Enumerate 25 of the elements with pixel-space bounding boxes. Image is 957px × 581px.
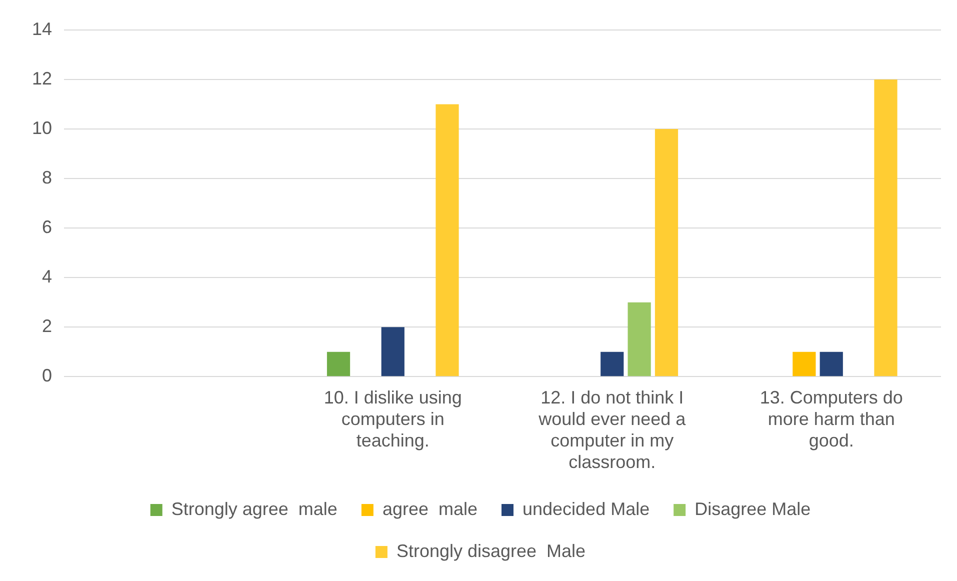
bar bbox=[792, 352, 816, 376]
bar bbox=[628, 302, 651, 376]
x-tick-label: 13. Computers do more harm than good. bbox=[760, 387, 903, 451]
y-tick-label: 10 bbox=[32, 118, 52, 138]
y-tick-label: 12 bbox=[32, 68, 52, 88]
y-tick-label: 0 bbox=[42, 366, 52, 386]
bar bbox=[436, 104, 459, 376]
y-tick-label: 2 bbox=[42, 316, 52, 336]
bar bbox=[326, 352, 350, 376]
bar bbox=[381, 327, 404, 376]
legend-label: Strongly agree male bbox=[171, 498, 338, 519]
x-tick-label: 10. I dislike using computers in teaching. bbox=[324, 387, 462, 451]
bar bbox=[820, 352, 843, 376]
y-tick-label: 4 bbox=[42, 266, 52, 287]
y-tick-label: 6 bbox=[42, 217, 52, 238]
bar bbox=[874, 80, 898, 376]
y-tick-label: 14 bbox=[32, 18, 52, 39]
bar bbox=[654, 129, 678, 376]
bar bbox=[600, 352, 624, 376]
y-tick-label: 8 bbox=[42, 168, 52, 188]
legend-label: agree male bbox=[382, 498, 478, 519]
x-tick-label: 12. I do not think I would ever need a computer in my classroom. bbox=[538, 387, 687, 472]
legend-label: undecided Male bbox=[522, 498, 650, 519]
legend-label: Disagree Male bbox=[694, 498, 811, 519]
legend-label: Strongly disagree Male bbox=[396, 540, 586, 561]
